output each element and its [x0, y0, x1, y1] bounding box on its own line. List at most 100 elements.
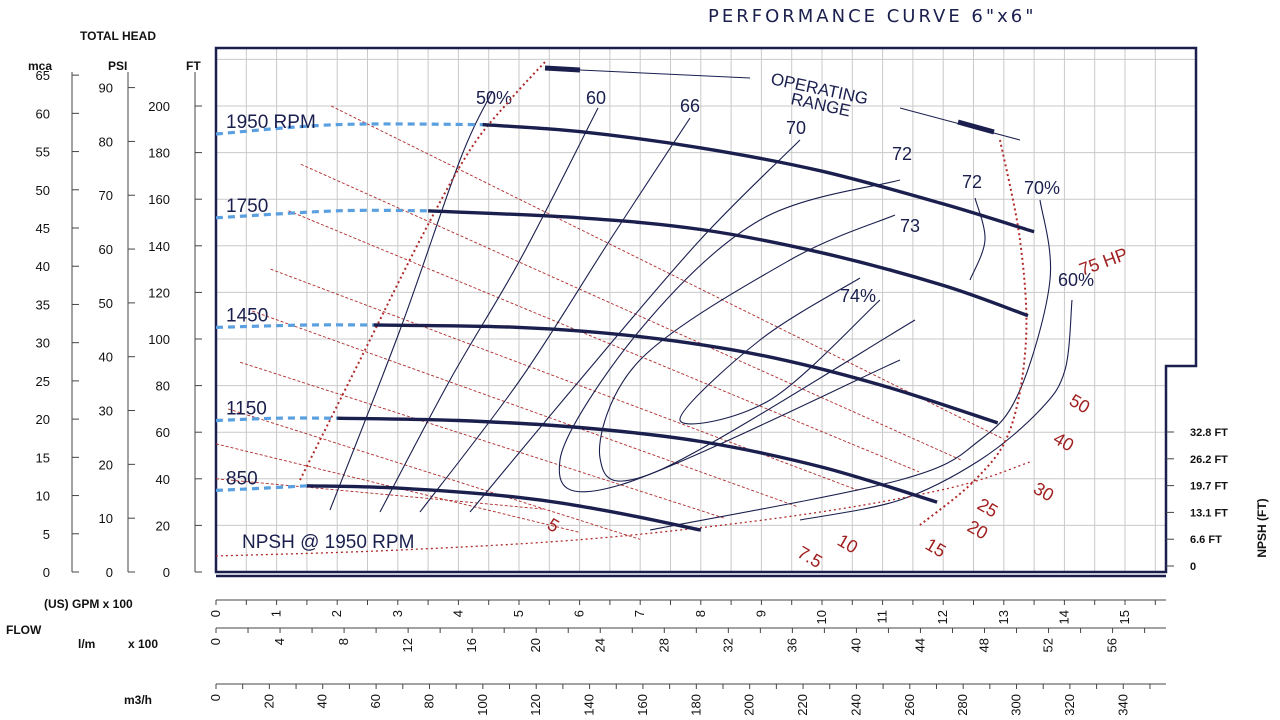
rpm-curve-dashed-4 — [215, 484, 307, 492]
rpm-curve-dashed-1 — [215, 208, 429, 220]
efficiency-curve — [799, 299, 1073, 521]
flow-tick-label-m3h: 240 — [848, 694, 863, 716]
flow-tick-label-gpm: 12 — [935, 610, 950, 624]
hp-label: 50 — [1066, 390, 1093, 417]
psi-tick-label: 70 — [99, 188, 113, 203]
hp-line — [288, 210, 920, 473]
efficiency-label: 73 — [900, 216, 920, 236]
flow-tick-label-m3h: 60 — [368, 694, 383, 708]
mca-tick-label: 50 — [36, 183, 50, 198]
flow-tick-label-m3h: 140 — [582, 694, 597, 716]
head-unit-ft: FT — [186, 59, 201, 73]
ft-tick-label: 0 — [163, 565, 170, 580]
flow-tick-label-lm: 48 — [977, 638, 992, 652]
psi-tick-label: 80 — [99, 134, 113, 149]
flow-tick-label-m3h: 280 — [955, 694, 970, 716]
efficiency-label: 50% — [476, 88, 512, 108]
ft-tick-label: 100 — [148, 332, 170, 347]
hp-line — [252, 310, 798, 508]
flow-tick-label-gpm: 4 — [450, 610, 465, 617]
efficiency-curve — [649, 199, 1052, 531]
operating-range-left-boundary — [299, 61, 546, 481]
flow-gpm-label: (US) GPM x 100 — [44, 597, 133, 611]
flow-tick-label-m3h: 20 — [261, 694, 276, 708]
hp-line — [300, 163, 962, 461]
flow-tick-label-gpm: 5 — [511, 610, 526, 617]
flow-tick-label-lm: 20 — [528, 638, 543, 652]
flow-tick-label-gpm: 14 — [1056, 610, 1071, 624]
mca-tick-label: 20 — [36, 412, 50, 427]
flow-m3h-label: m3/h — [124, 693, 152, 707]
flow-tick-label-m3h: 120 — [528, 694, 543, 716]
flow-tick-label-m3h: 80 — [421, 694, 436, 708]
flow-tick-label-gpm: 9 — [753, 610, 768, 617]
plot-frame — [214, 46, 1198, 574]
mca-tick-label: 15 — [36, 450, 50, 465]
rpm-curve-dashed-2 — [215, 323, 374, 329]
hp-line — [227, 408, 641, 540]
hp-label: 20 — [964, 516, 991, 543]
psi-tick-label: 50 — [99, 296, 113, 311]
rpm-curve-0 — [482, 122, 1035, 234]
mca-tick-label: 0 — [43, 565, 50, 580]
rpm-curve-4 — [306, 484, 702, 532]
flow-tick-label-lm: 44 — [912, 638, 927, 652]
operating-range-leader-left — [579, 69, 751, 79]
mca-tick-label: 30 — [36, 336, 50, 351]
hp-label: 7.5 — [794, 542, 826, 572]
flow-tick-label-m3h: 180 — [688, 694, 703, 716]
flow-tick-label-m3h: 200 — [742, 694, 757, 716]
psi-tick-label: 20 — [99, 457, 113, 472]
efficiency-curve — [598, 214, 916, 482]
npsh-tick-label: 19.7 FT — [1190, 481, 1228, 493]
ft-tick-label: 200 — [148, 99, 170, 114]
flow-tick-label-gpm: 2 — [329, 610, 344, 617]
ft-tick-label: 40 — [156, 472, 170, 487]
flow-tick-label-lm: 16 — [464, 638, 479, 652]
mca-tick-label: 55 — [36, 145, 50, 160]
hp-line — [330, 105, 1004, 440]
efficiency-label: 72 — [892, 144, 912, 164]
rpm-label: 1750 — [226, 196, 268, 217]
efficiency-curve — [558, 179, 901, 493]
head-unit-psi: PSI — [108, 59, 127, 73]
flow-tick-label-lm: 56 — [1105, 638, 1120, 652]
rpm-label: 1450 — [226, 305, 268, 326]
psi-tick-label: 60 — [99, 242, 113, 257]
mca-tick-label: 40 — [36, 259, 50, 274]
flow-tick-label-gpm: 3 — [390, 610, 405, 617]
flow-tick-label-lm: 8 — [336, 638, 351, 645]
flow-tick-label-gpm: 13 — [996, 610, 1011, 624]
flow-tick-label-m3h: 160 — [635, 694, 650, 716]
operating-range-marker-left — [544, 65, 581, 73]
flow-tick-label-gpm: 0 — [208, 610, 223, 617]
head-title: TOTAL HEAD — [80, 29, 156, 43]
efficiency-curve — [329, 91, 493, 511]
flow-tick-label-lm: 28 — [656, 638, 671, 652]
rpm-curve-3 — [337, 416, 938, 504]
mca-tick-label: 25 — [36, 374, 50, 389]
mca-tick-label: 65 — [36, 68, 50, 83]
ft-tick-label: 80 — [156, 379, 170, 394]
rpm-curve-dashed-3 — [215, 416, 338, 423]
mca-tick-label: 35 — [36, 297, 50, 312]
flow-tick-label-m3h: 260 — [902, 694, 917, 716]
mca-tick-label: 45 — [36, 221, 50, 236]
ft-tick-label: 20 — [156, 518, 170, 533]
flow-tick-label-m3h: 300 — [1009, 694, 1024, 716]
efficiency-label: 60 — [586, 88, 606, 108]
flow-tick-label-gpm: 10 — [814, 610, 829, 624]
flow-tick-label-m3h: 220 — [795, 694, 810, 716]
operating-range-leader-right — [899, 107, 1021, 141]
efficiency-curve — [679, 277, 881, 425]
efficiency-curve — [969, 197, 986, 281]
operating-range-marker-right — [957, 119, 995, 135]
npsh-tick-label: 26.2 FT — [1190, 454, 1228, 466]
flow-tick-label-gpm: 15 — [1117, 610, 1132, 624]
ft-tick-label: 160 — [148, 192, 170, 207]
psi-tick-label: 40 — [99, 350, 113, 365]
flow-tick-label-gpm: 11 — [875, 610, 890, 624]
ft-tick-label: 140 — [148, 239, 170, 254]
ft-tick-label: 60 — [156, 425, 170, 440]
